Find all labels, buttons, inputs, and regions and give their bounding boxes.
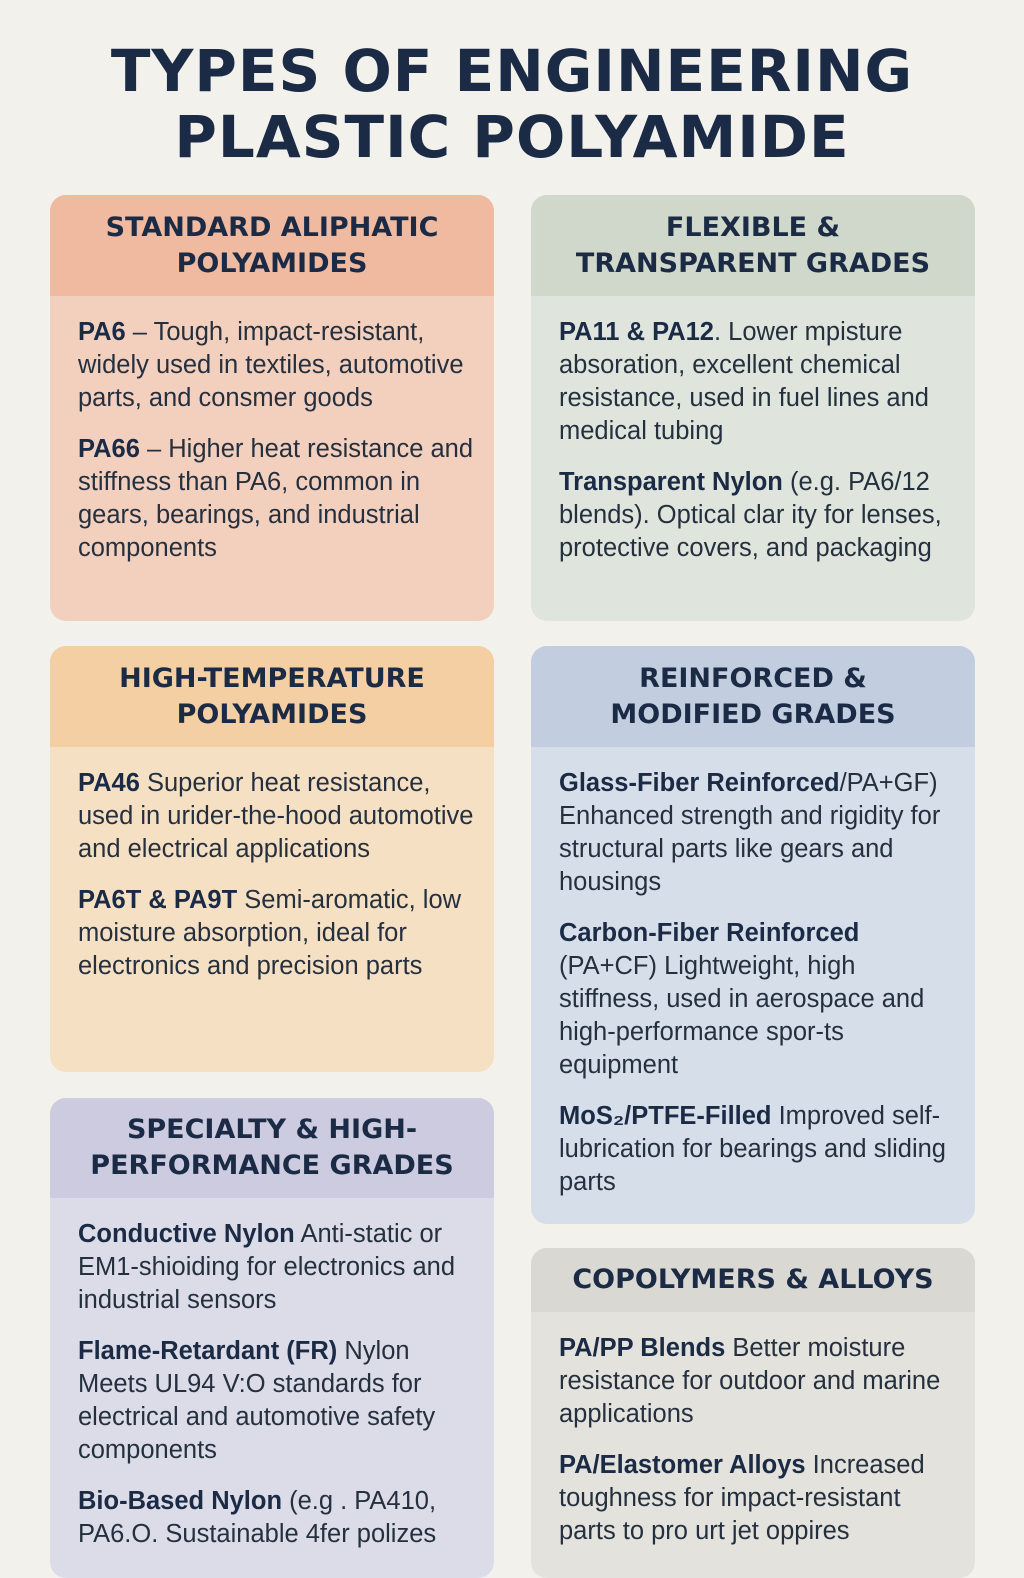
card-standard-aliphatic: STANDARD ALIPHATIC POLYAMIDES PA6 – Tough… [50, 195, 494, 621]
item-description: – Tough, impact-resistant, widely used i… [78, 318, 464, 412]
card-heading: HIGH-TEMPERATURE POLYAMIDES [50, 646, 494, 747]
item-description: . Lower mpisture absoration, excellent c… [559, 318, 929, 445]
item-name: Flame-Retardant (FR) [78, 1337, 338, 1365]
card-item: PA66 – Higher heat resistance and stiffn… [78, 433, 474, 565]
item-name: PA66 [78, 435, 140, 463]
card-item: PA6T & PA9T Semi-aromatic, low moisture … [78, 884, 474, 983]
card-item: PA46 Superior heat resistance, used in u… [78, 767, 474, 866]
card-heading: COPOLYMERS & ALLOYS [531, 1248, 975, 1312]
item-name: PA/Elastomer Alloys [559, 1451, 806, 1479]
card-item: PA/PP Blends Better moisture resistance … [559, 1332, 955, 1431]
card-item: PA6 – Tough, impact-resistant, widely us… [78, 316, 474, 415]
item-name: Glass-Fiber Reinforced [559, 769, 840, 797]
item-description: Better moisture resistance for outdoor a… [559, 1334, 941, 1428]
item-description: Nylon Meets UL94 V:O standards for elect… [78, 1337, 436, 1464]
card-high-temperature: HIGH-TEMPERATURE POLYAMIDES PA46 Superior… [50, 646, 494, 1072]
item-name: PA11 & PA12 [559, 318, 714, 346]
item-description: (e.g. PA6/12 blends). Optical clar ity f… [559, 468, 942, 562]
item-description: Anti-static or EM1-shioiding for electro… [78, 1220, 456, 1314]
card-body: PA6 – Tough, impact-resistant, widely us… [50, 296, 494, 565]
item-name: PA46 [78, 769, 140, 797]
item-description: (PA+CF) Lightweight, high stiffness, use… [559, 952, 925, 1079]
item-description: /PA+GF) Enhanced strength and rigidity f… [559, 769, 941, 896]
item-description: Improved self-lubrication for bearings a… [559, 1102, 946, 1196]
item-name: PA6 [78, 318, 126, 346]
card-heading: STANDARD ALIPHATIC POLYAMIDES [50, 195, 494, 296]
card-item: Glass-Fiber Reinforced/PA+GF) Enhanced s… [559, 767, 955, 899]
card-reinforced-modified: REINFORCED & MODIFIED GRADES Glass-Fiber … [531, 646, 975, 1224]
item-description: – Higher heat resistance and stiffness t… [78, 435, 474, 562]
card-heading: REINFORCED & MODIFIED GRADES [531, 646, 975, 747]
item-name: Bio-Based Nylon [78, 1487, 283, 1515]
item-name: Conductive Nylon [78, 1220, 295, 1248]
item-name: MoS₂/PTFE-Filled [559, 1102, 772, 1130]
card-heading: FLEXIBLE & TRANSPARENT GRADES [531, 195, 975, 296]
card-item: MoS₂/PTFE-Filled Improved self-lubricati… [559, 1100, 955, 1199]
card-item: Transparent Nylon (e.g. PA6/12 blends). … [559, 466, 955, 565]
card-body: Glass-Fiber Reinforced/PA+GF) Enhanced s… [531, 747, 975, 1199]
item-name: PA/PP Blends [559, 1334, 726, 1362]
card-body: PA/PP Blends Better moisture resistance … [531, 1312, 975, 1548]
card-body: PA11 & PA12. Lower mpisture absoration, … [531, 296, 975, 565]
item-description: Semi-aromatic, low moisture absorption, … [78, 886, 462, 980]
card-specialty-high-performance: SPECIALTY & HIGH- PERFORMANCE GRADES Cond… [50, 1098, 494, 1578]
card-item: Carbon-Fiber Reinforced (PA+CF) Lightwei… [559, 917, 955, 1082]
page-title: TYPES OF ENGINEERING PLASTIC POLYAMIDE [110, 37, 914, 171]
card-item: Flame-Retardant (FR) Nylon Meets UL94 V:… [78, 1335, 474, 1467]
card-item: Bio-Based Nylon (e.g . PA410, PA6.O. Sus… [78, 1485, 474, 1551]
item-name: Transparent Nylon [559, 468, 783, 496]
item-name: Carbon-Fiber Reinforced [559, 919, 860, 947]
card-item: Conductive Nylon Anti-static or EM1-shio… [78, 1218, 474, 1317]
card-flexible-transparent: FLEXIBLE & TRANSPARENT GRADES PA11 & PA12… [531, 195, 975, 621]
card-copolymers-alloys: COPOLYMERS & ALLOYS PA/PP Blends Better m… [531, 1248, 975, 1578]
item-name: PA6T & PA9T [78, 886, 238, 914]
card-heading: SPECIALTY & HIGH- PERFORMANCE GRADES [50, 1098, 494, 1198]
card-item: PA/Elastomer Alloys Increased toughness … [559, 1449, 955, 1548]
item-description: Superior heat resistance, used in urider… [78, 769, 474, 863]
card-body: Conductive Nylon Anti-static or EM1-shio… [50, 1198, 494, 1551]
card-body: PA46 Superior heat resistance, used in u… [50, 747, 494, 983]
card-item: PA11 & PA12. Lower mpisture absoration, … [559, 316, 955, 448]
